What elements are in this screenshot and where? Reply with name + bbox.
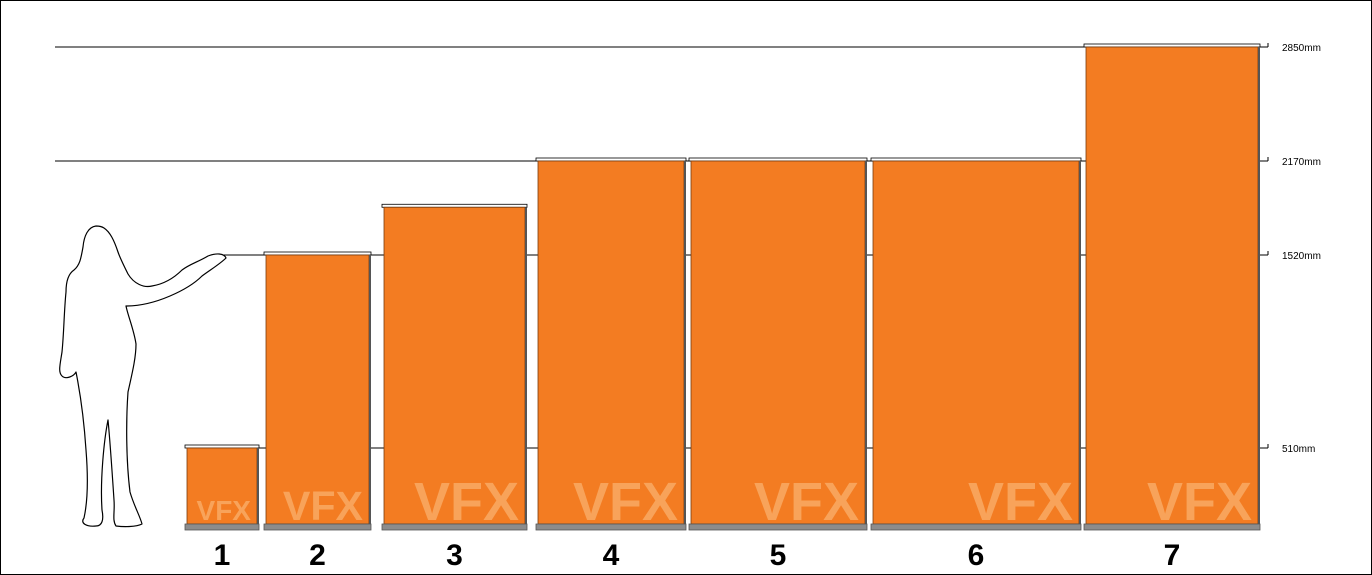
banner-shadow: [865, 161, 867, 524]
banner-shadow: [684, 161, 686, 524]
banner-panel: [537, 160, 685, 525]
vfx-watermark: VFX: [968, 472, 1073, 532]
height-label: 2170mm: [1282, 157, 1321, 168]
vfx-watermark: VFX: [754, 472, 859, 532]
base-plate: [381, 523, 528, 531]
top-rail: [263, 251, 372, 256]
stand-number: 5: [770, 539, 787, 572]
vfx-watermark: VFX: [197, 495, 252, 526]
stand-number: 7: [1164, 539, 1181, 572]
banner-stand-2: VFX 2: [263, 251, 372, 572]
banner-shadow: [257, 448, 259, 524]
base-plate: [263, 523, 372, 531]
vfx-watermark: VFX: [1147, 472, 1252, 532]
vfx-watermark: VFX: [573, 472, 678, 532]
top-rail: [184, 444, 260, 449]
base-plate: [535, 523, 687, 531]
banner-panel: [265, 254, 370, 525]
top-rail: [535, 157, 687, 162]
stand-number: 2: [309, 539, 326, 572]
banner-stand-5: VFX 5: [688, 157, 868, 572]
height-label: 510mm: [1282, 444, 1315, 455]
banner-stand-3: VFX 3: [381, 203, 528, 572]
banner-stand-4: VFX 4: [535, 157, 687, 572]
top-rail: [870, 157, 1082, 162]
banner-stand-6: VFX 6: [870, 157, 1082, 572]
height-label: 2850mm: [1282, 43, 1321, 54]
stand-number: 4: [603, 539, 620, 572]
base-plate: [870, 523, 1082, 531]
banner-stand-7: VFX 7: [1083, 43, 1261, 572]
base-plate: [184, 523, 260, 531]
vfx-watermark: VFX: [283, 483, 364, 529]
top-rail: [688, 157, 868, 162]
stand-number: 6: [968, 539, 985, 572]
stand-number: 3: [446, 539, 463, 572]
base-plate: [688, 523, 868, 531]
banner-panel: [690, 160, 866, 525]
banner-panel: [1085, 46, 1259, 525]
banner-stands: VFX 1 VFX 2 VFX 3 VFX 4 VFX 5 VFX 6 VFX 7: [184, 43, 1261, 572]
height-label: 1520mm: [1282, 251, 1321, 262]
banner-panel: [186, 447, 258, 525]
banner-stand-1: VFX 1: [184, 444, 260, 572]
banner-shadow: [525, 207, 527, 524]
base-plate: [1083, 523, 1261, 531]
banner-panel: [872, 160, 1080, 525]
person-silhouette-icon: [59, 225, 227, 528]
banner-shadow: [1079, 161, 1081, 524]
stand-number: 1: [214, 539, 231, 572]
top-rail: [1083, 43, 1261, 48]
top-rail: [381, 203, 528, 208]
banner-shadow: [369, 255, 371, 524]
vfx-watermark: VFX: [414, 472, 519, 532]
banner-shadow: [1258, 47, 1260, 524]
